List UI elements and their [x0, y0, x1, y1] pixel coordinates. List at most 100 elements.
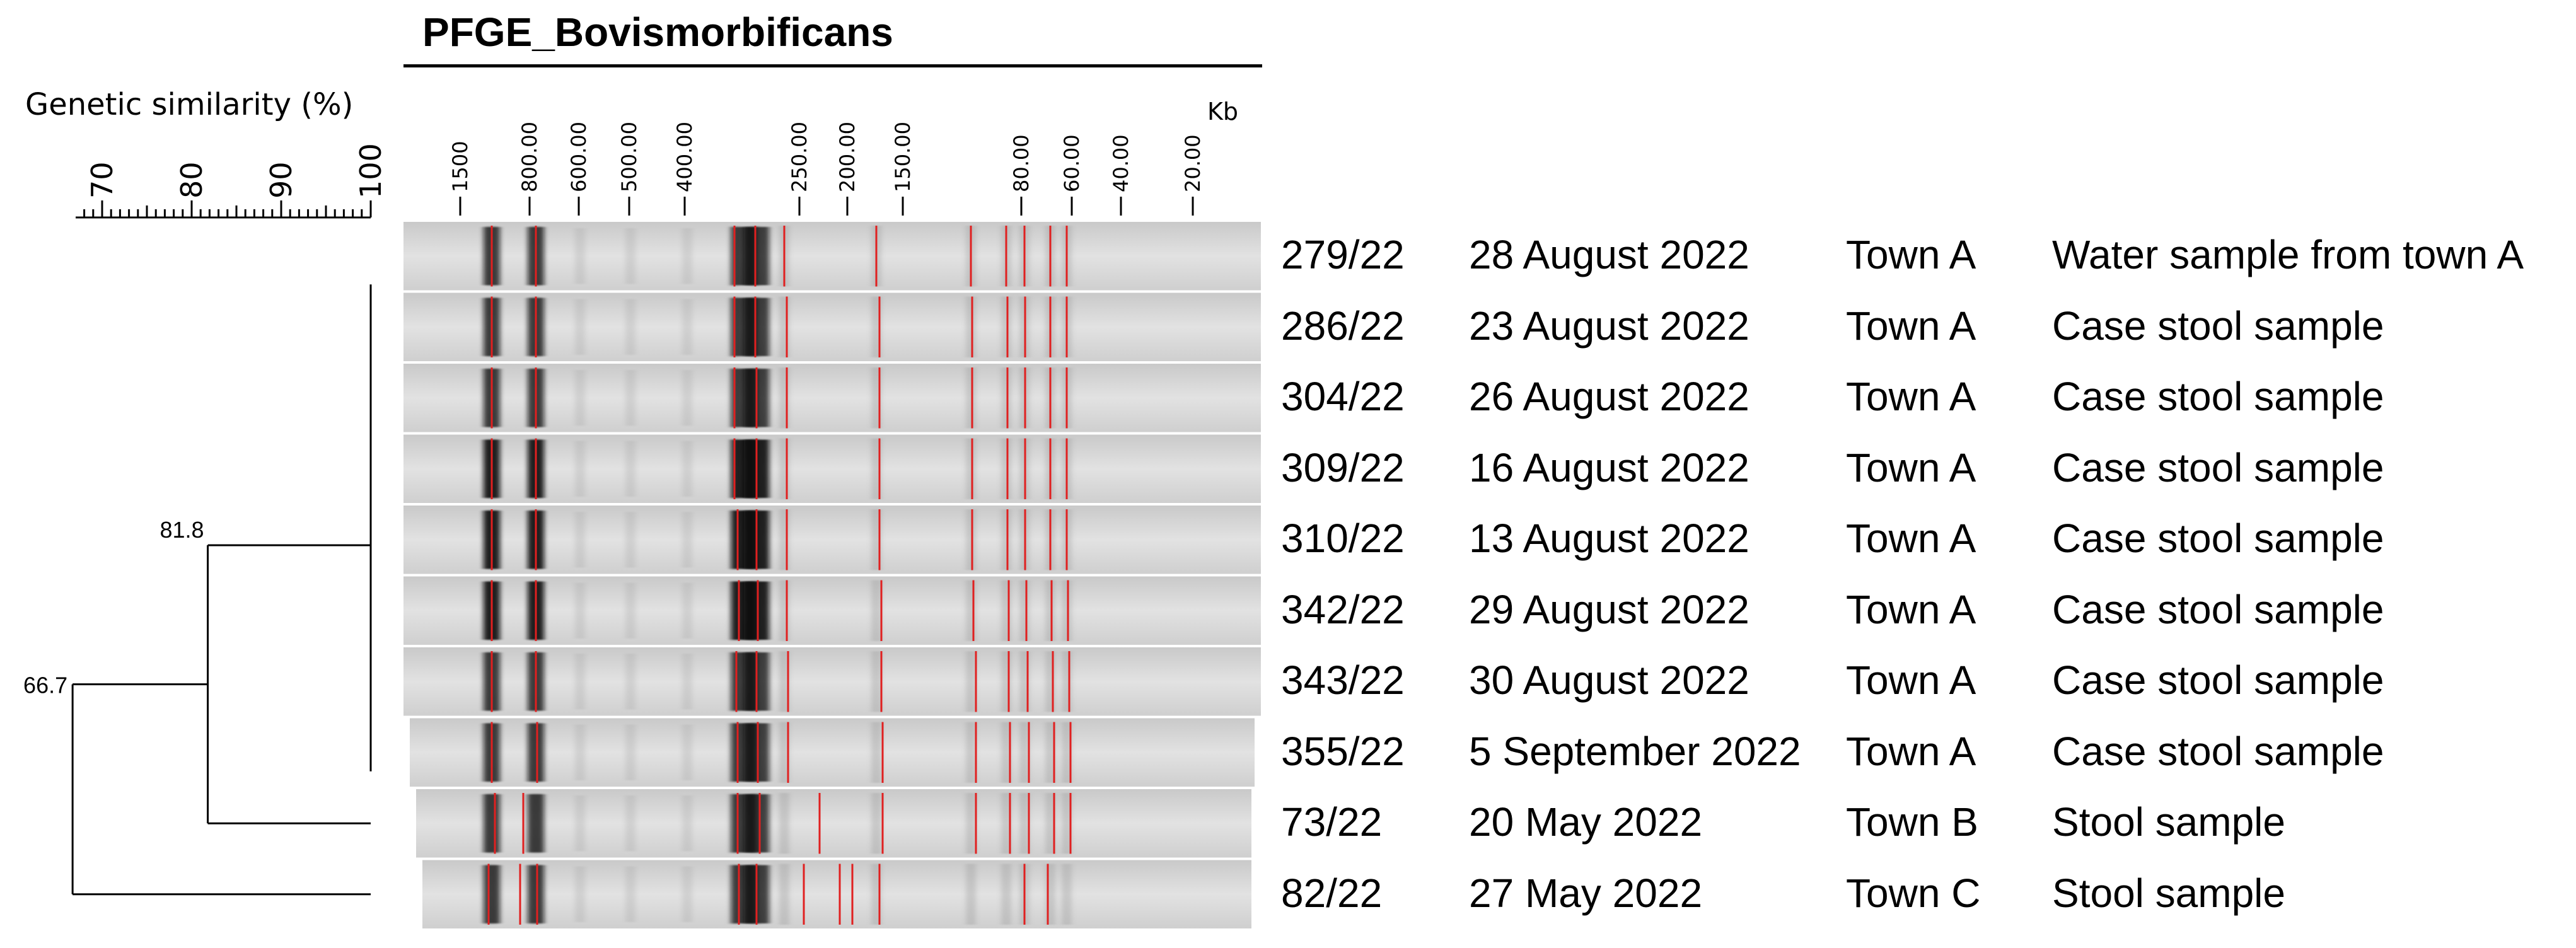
isolate-date: 27 May 2022 — [1469, 870, 1703, 916]
isolate-town: Town A — [1846, 516, 1976, 562]
isolate-town: Town A — [1846, 586, 1976, 632]
gel-band-faint — [1062, 580, 1072, 641]
isolate-sample: Stool sample — [2052, 870, 2285, 916]
gel-lane — [403, 222, 1261, 291]
gel-band-faint — [1062, 864, 1072, 925]
gel-band-faint — [682, 370, 692, 426]
isolate-sample: Case stool sample — [2052, 586, 2384, 632]
isolate-town: Town A — [1846, 657, 1976, 703]
gel-band-faint — [1062, 793, 1072, 854]
isolate-sample: Case stool sample — [2052, 657, 2384, 703]
marker-tick-label: 800.00 — [518, 122, 542, 192]
gel-band-dark — [744, 298, 769, 356]
isolate-sample: Case stool sample — [2052, 444, 2384, 490]
gel-band-faint — [575, 654, 585, 710]
isolate-sample: Water sample from town A — [2052, 232, 2524, 278]
isolate-id: 355/22 — [1281, 728, 1405, 774]
marker-tick-label: 200.00 — [835, 122, 859, 192]
gel-band-faint — [575, 866, 585, 922]
isolate-town: Town B — [1846, 799, 1978, 845]
node-label-66-7: 66.7 — [23, 673, 67, 698]
isolate-town: Town A — [1846, 728, 1976, 774]
gel-band-faint — [1001, 438, 1011, 499]
gel-band-faint — [1001, 793, 1011, 854]
figure-title: PFGE_Bovismorbificans — [422, 9, 893, 55]
gel-band-faint — [682, 795, 692, 852]
gel-band-faint — [1001, 296, 1011, 357]
similarity-scale: 70 80 90 100 — [76, 143, 388, 219]
isolate-date: 16 August 2022 — [1469, 444, 1749, 490]
gel-band-faint — [1019, 793, 1030, 854]
gel-band-faint — [779, 367, 789, 429]
marker-tick-label: 60.00 — [1060, 134, 1084, 192]
gel-band-faint — [871, 651, 881, 712]
gel-lane — [403, 576, 1261, 645]
gel-band-faint — [625, 654, 635, 710]
dendrogram: 81.8 66.7 — [23, 284, 372, 896]
gel-band-faint — [779, 864, 789, 925]
gel-band-faint — [682, 441, 692, 497]
isolate-id: 279/22 — [1281, 232, 1405, 278]
gel-band-faint — [779, 580, 789, 641]
gel-band-faint — [682, 654, 692, 710]
gel-band-faint — [575, 370, 585, 426]
gel-band-faint — [966, 296, 976, 357]
gel-band-faint — [1019, 722, 1030, 783]
marker-tick-label: 80.00 — [1009, 134, 1033, 192]
gel-band-faint — [1062, 651, 1072, 712]
gel-lane — [416, 789, 1251, 858]
marker-tick-label: 500.00 — [617, 122, 641, 192]
isolate-town: Town C — [1846, 870, 1981, 916]
gel-band-faint — [1019, 580, 1030, 641]
gel-band-faint — [966, 651, 976, 712]
gel-band-faint — [871, 793, 881, 854]
gel-band-faint — [779, 509, 789, 570]
isolate-sample: Case stool sample — [2052, 728, 2384, 774]
marker-tick-label: 150.00 — [891, 122, 915, 192]
marker-tick-label: 1500 — [448, 141, 472, 192]
gel-band-dark — [744, 227, 769, 286]
gel-band-faint — [625, 866, 635, 922]
gel-band-faint — [625, 441, 635, 497]
scale-tick-label: 80 — [175, 161, 209, 199]
gel-band-faint — [1001, 367, 1011, 429]
gel-band-faint — [966, 864, 976, 925]
gel-band-faint — [966, 367, 976, 429]
gel-band-faint — [682, 512, 692, 568]
gel-band-faint — [1045, 864, 1055, 925]
isolate-id: 309/22 — [1281, 444, 1405, 490]
isolate-id: 82/22 — [1281, 870, 1383, 916]
isolate-id: 342/22 — [1281, 586, 1405, 632]
gel-lane — [410, 718, 1255, 787]
gel-band-faint — [682, 228, 692, 284]
gel-band-faint — [575, 299, 585, 355]
isolate-id: 310/22 — [1281, 516, 1405, 562]
gel-band-faint — [682, 299, 692, 355]
gel-band-faint — [966, 580, 976, 641]
gel-band-dark — [528, 794, 544, 853]
gel-band-faint — [871, 580, 881, 641]
similarity-axis-label: Genetic similarity (%) — [25, 87, 354, 122]
gel-band-faint — [779, 722, 789, 783]
gel-band-faint — [1062, 722, 1072, 783]
gel-band-faint — [966, 438, 976, 499]
gel-band-faint — [575, 795, 585, 852]
isolate-id: 286/22 — [1281, 303, 1405, 349]
marker-tick-label: 400.00 — [673, 122, 697, 192]
gel-band-faint — [575, 724, 585, 780]
gel-lane — [403, 434, 1261, 503]
gel-band-dark — [744, 581, 769, 640]
gel-lane — [403, 647, 1261, 716]
gel-lane — [422, 860, 1251, 928]
isolate-date: 20 May 2022 — [1469, 799, 1703, 845]
isolate-date: 5 September 2022 — [1469, 728, 1801, 774]
gel-band-faint — [871, 722, 881, 783]
isolate-sample: Stool sample — [2052, 799, 2285, 845]
isolate-town: Town A — [1846, 374, 1976, 420]
isolate-town: Town A — [1846, 303, 1976, 349]
gel-band-faint — [1045, 580, 1055, 641]
gel-band-faint — [779, 793, 789, 854]
gel-band-faint — [625, 582, 635, 639]
marker-tick-label: 40.00 — [1109, 134, 1133, 192]
